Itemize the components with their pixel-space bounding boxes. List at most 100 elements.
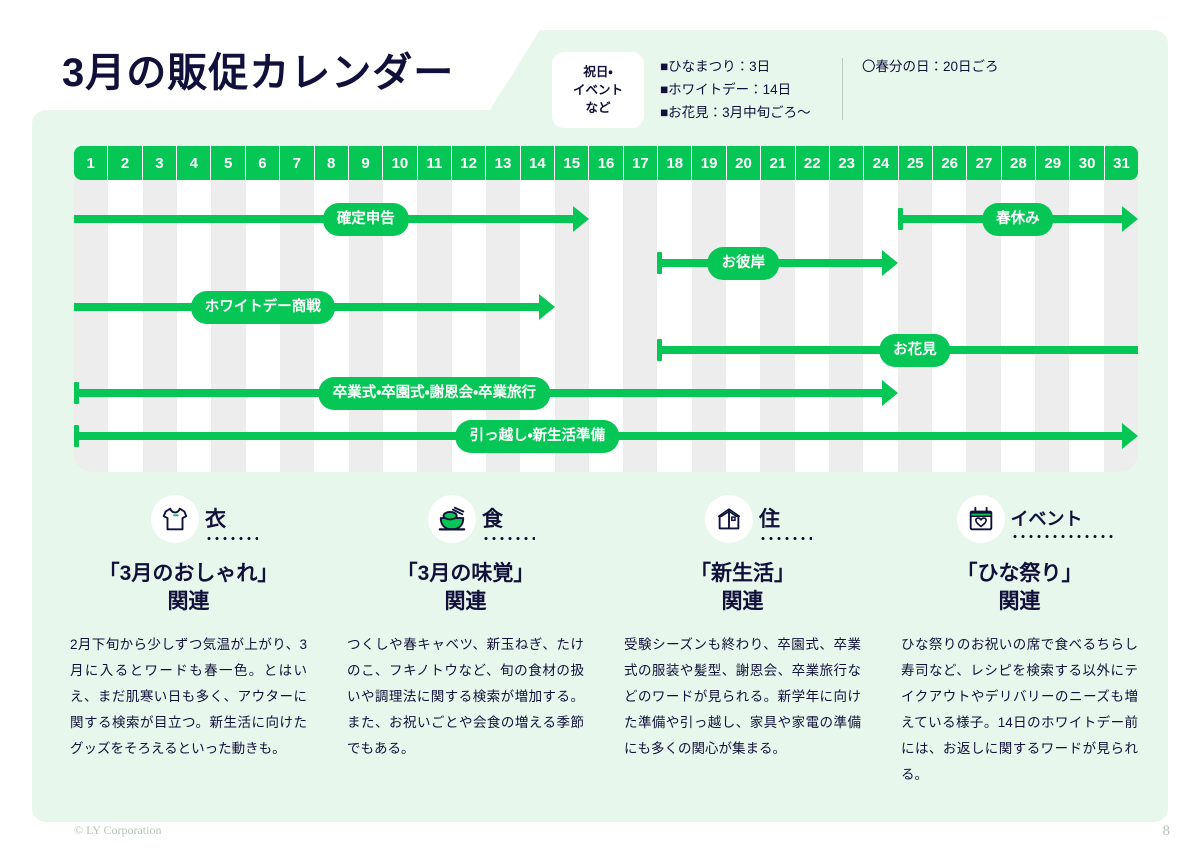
legend-events-list: ■ひなまつり：3日 ■ホワイトデー：14日 ■お花見：3月中旬ごろ～ bbox=[660, 55, 811, 125]
calendar-day-cell[interactable]: 29 bbox=[1036, 146, 1071, 180]
calendar-day-cell[interactable]: 26 bbox=[932, 146, 968, 180]
calendar-day-cell[interactable]: 9 bbox=[348, 146, 384, 180]
calendar-day-cell[interactable]: 16 bbox=[589, 146, 624, 180]
legend-item-hinamatsuri: ■ひなまつり：3日 bbox=[660, 59, 771, 74]
calendar-day-cell[interactable]: 23 bbox=[829, 146, 865, 180]
timeline-bar[interactable]: 引っ越し・新生活準備 bbox=[74, 420, 1138, 453]
calendar-day-cell[interactable]: 27 bbox=[967, 146, 1002, 180]
category-heading: 食 bbox=[343, 492, 588, 546]
timeline-bar-arrowhead bbox=[881, 380, 898, 406]
calendar-day-cell[interactable]: 14 bbox=[520, 146, 556, 180]
calendar-day-cell[interactable]: 13 bbox=[486, 146, 521, 180]
calendar-day-cell[interactable]: 30 bbox=[1070, 146, 1105, 180]
calendar-day-cell[interactable]: 4 bbox=[177, 146, 212, 180]
timeline-bar[interactable]: お彼岸 bbox=[657, 247, 898, 280]
category-heading: イベント bbox=[897, 492, 1142, 546]
calendar-day-cell[interactable]: 25 bbox=[898, 146, 933, 180]
timeline-bar-arrowhead bbox=[538, 294, 555, 320]
legend-chip-line-1: 祝日・ bbox=[583, 64, 613, 79]
legend-holidays-list: 〇春分の日：20日ごろ bbox=[862, 55, 999, 78]
calendar-stripe bbox=[691, 146, 727, 472]
timeline-bar-arrowhead bbox=[1122, 423, 1138, 449]
calendar-day-cell[interactable]: 1 bbox=[74, 146, 109, 180]
category-description: 2月下旬から少しずつ気温が上がり、3月に入るとワードも春一色。とはいえ、まだ肌寒… bbox=[70, 637, 307, 756]
timeline-bar-start-cap bbox=[74, 382, 79, 404]
category-heading: 衣 bbox=[66, 492, 311, 546]
category-column: 衣「3月のおしゃれ」 関連 2月下旬から少しずつ気温が上がり、3月に入るとワードも春… bbox=[50, 492, 327, 792]
calendar-day-cell[interactable]: 19 bbox=[692, 146, 727, 180]
calendar-day-cell[interactable]: 22 bbox=[795, 146, 830, 180]
timeline-bar[interactable]: 卒業式・卒園式・謝恩会・卒業旅行 bbox=[74, 377, 898, 410]
timeline-bar[interactable]: ホワイトデー商戦 bbox=[74, 291, 555, 324]
category-kanji-label: 住 bbox=[759, 503, 812, 540]
calendar-day-cell[interactable]: 11 bbox=[417, 146, 452, 180]
legend-chip-line-3: など bbox=[585, 101, 611, 116]
category-kanji-label: 衣 bbox=[205, 503, 258, 540]
legend-item-shunbun: 〇春分の日：20日ごろ bbox=[862, 59, 999, 74]
page-title: 3月の販促カレンダー bbox=[62, 51, 455, 95]
timeline-bar[interactable]: お花見 bbox=[657, 334, 1138, 367]
category-kanji-label: 食 bbox=[482, 503, 535, 540]
calendar-stripe bbox=[1035, 146, 1070, 472]
timeline-bar-label: 春休み bbox=[982, 203, 1054, 236]
calendar-day-cell[interactable]: 31 bbox=[1104, 146, 1138, 180]
calendar-day-cell[interactable]: 12 bbox=[451, 146, 487, 180]
timeline-bar-label: 引っ越し・新生活準備 bbox=[455, 420, 620, 453]
calendar-stripe bbox=[623, 146, 658, 472]
category-title-line-1: 「新生活」 bbox=[690, 562, 795, 585]
calendar-stripe bbox=[897, 146, 933, 472]
calendar-stripe bbox=[760, 146, 795, 472]
timeline-bar-label: 確定申告 bbox=[322, 203, 409, 236]
legend-divider bbox=[842, 58, 843, 120]
calendar-day-cell[interactable]: 21 bbox=[761, 146, 796, 180]
timeline-bar[interactable]: 確定申告 bbox=[74, 203, 589, 236]
calendar-stripe bbox=[1103, 146, 1138, 472]
footer-copyright: © LY Corporation bbox=[74, 823, 162, 837]
calendar-day-cell[interactable]: 15 bbox=[555, 146, 590, 180]
category-title: 「ひな祭り」 関連 bbox=[897, 560, 1142, 616]
rice-bowl-icon bbox=[428, 495, 476, 543]
legend-item-whiteday: ■ホワイトデー：14日 bbox=[660, 82, 792, 98]
calendar-stripe bbox=[829, 146, 864, 472]
calendar-day-cell[interactable]: 18 bbox=[658, 146, 693, 180]
timeline-bar-arrowhead bbox=[1121, 206, 1138, 232]
calendar-day-cell[interactable]: 17 bbox=[623, 146, 659, 180]
category-title-line-2: 関連 bbox=[721, 590, 764, 614]
calendar-day-cell[interactable]: 2 bbox=[108, 146, 143, 180]
legend-item-ohanami: ■お花見：3月中旬ごろ～ bbox=[660, 105, 811, 121]
category-title: 「新生活」 関連 bbox=[620, 560, 865, 616]
timeline-bar-start-cap bbox=[897, 208, 903, 230]
calendar-day-cell[interactable]: 20 bbox=[726, 146, 762, 180]
category-kanji-label: イベント bbox=[1010, 505, 1115, 538]
timeline-bar-label: ホワイトデー商戦 bbox=[190, 291, 335, 324]
category-description: ひな祭りのお祝いの席で食べるちらし寿司など、レシピを検索する以外にテイクアウトや… bbox=[901, 637, 1138, 782]
calendar-day-cell[interactable]: 28 bbox=[1001, 146, 1037, 180]
calendar-day-cell[interactable]: 3 bbox=[142, 146, 178, 180]
timeline-bar-start-cap bbox=[657, 252, 663, 274]
category-column: 食「3月の味覚」 関連つくしや春キャベツ、新玉ねぎ、たけのこ、フキノトウなど、旬の… bbox=[327, 492, 604, 792]
page-header: 3月の販促カレンダー 祝日・ イベント など ■ひなまつり：3日 ■ホワイトデー… bbox=[0, 0, 1200, 132]
category-section: 衣「3月のおしゃれ」関連 2月下旬から少しずつ気温が上がり、3月に入るとワードも春… bbox=[50, 492, 1160, 792]
calendar-stripe bbox=[966, 146, 1001, 472]
calendar-day-cell[interactable]: 10 bbox=[383, 146, 418, 180]
category-title-line-1: 「3月の味覚」 bbox=[396, 562, 535, 585]
calendar-day-cell[interactable]: 8 bbox=[314, 146, 349, 180]
category-description: つくしや春キャベツ、新玉ねぎ、たけのこ、フキノトウなど、旬の食材の扱いや調理法に… bbox=[347, 637, 584, 756]
category-title-line-1: 「3月のおしゃれ」 bbox=[98, 562, 279, 585]
calendar-day-cell[interactable]: 7 bbox=[280, 146, 315, 180]
timeline-bar-arrowhead bbox=[572, 206, 589, 232]
calendar-day-cell[interactable]: 5 bbox=[211, 146, 246, 180]
category-title: 「3月の味覚」 関連 bbox=[343, 560, 588, 616]
timeline-bar-start-cap bbox=[74, 425, 79, 447]
timeline-bar-arrowhead bbox=[881, 250, 898, 276]
timeline-bar-label: お花見 bbox=[879, 334, 951, 367]
calendar-heart-icon bbox=[956, 495, 1005, 543]
footer-page-number: 8 bbox=[1162, 823, 1171, 839]
timeline-bar[interactable]: 春休み bbox=[897, 203, 1138, 236]
category-title-line-1: 「ひな祭り」 bbox=[956, 562, 1083, 585]
calendar-day-cell[interactable]: 24 bbox=[864, 146, 899, 180]
category-column: イベント「ひな祭り」 関連ひな祭りのお祝いの席で食べるちらし寿司など、レシピを検索… bbox=[881, 492, 1158, 792]
timeline-bar-label: お彼岸 bbox=[707, 247, 780, 280]
calendar-day-cell[interactable]: 6 bbox=[245, 146, 281, 180]
calendar-timeline-bars: 確定申告 春休みお彼岸ホワイトデー商戦お花見卒業式・卒園式・謝恩会・卒業旅行引っ越… bbox=[74, 180, 1138, 472]
